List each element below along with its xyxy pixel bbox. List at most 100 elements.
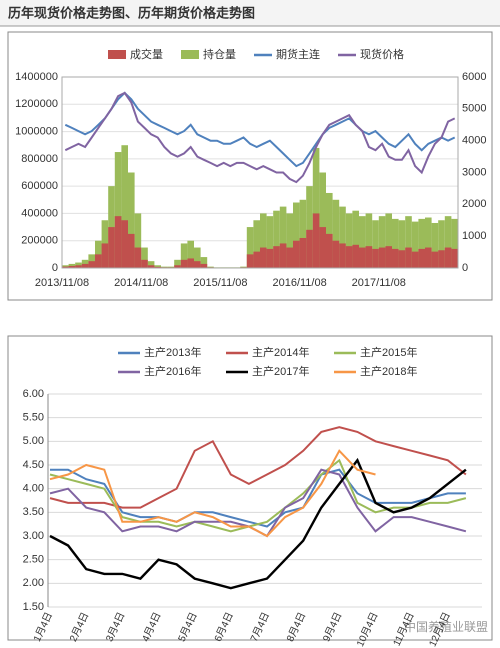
y-tick-label: 600000 xyxy=(21,180,58,192)
y2-tick-label: 4000 xyxy=(462,135,486,147)
bar xyxy=(134,213,142,268)
bar xyxy=(411,251,419,268)
bar xyxy=(246,227,254,268)
bar xyxy=(273,246,280,268)
y-tick-label: 5.00 xyxy=(23,435,44,447)
y2-tick-label: 3000 xyxy=(462,166,486,178)
bar xyxy=(392,248,399,268)
bar xyxy=(128,172,135,268)
bar xyxy=(200,257,208,268)
x-tick-label: 2013/11/08 xyxy=(35,277,89,289)
x-tick-label: 2016/11/08 xyxy=(272,277,326,289)
bar xyxy=(451,218,458,268)
bar xyxy=(345,213,353,268)
bar xyxy=(392,218,399,268)
bar xyxy=(128,233,135,268)
y-tick-label: 400000 xyxy=(21,207,58,219)
header-bar xyxy=(0,0,500,26)
panel-2 xyxy=(7,335,493,641)
bar xyxy=(253,251,260,268)
legend-label: 主产2018年 xyxy=(360,364,417,378)
bar xyxy=(141,247,148,268)
bar xyxy=(279,243,287,268)
bar xyxy=(326,233,333,268)
bar xyxy=(398,250,406,268)
bar xyxy=(378,216,386,268)
bar xyxy=(293,202,300,268)
legend-label: 主产2017年 xyxy=(252,364,309,378)
x-tick-label: 3月4日 xyxy=(103,610,127,643)
bar xyxy=(339,206,346,268)
bar xyxy=(253,220,260,268)
bar xyxy=(147,261,155,268)
legend-swatch xyxy=(181,50,199,59)
bar xyxy=(372,248,379,268)
bar xyxy=(121,220,128,268)
y-tick-label: 1.50 xyxy=(23,601,44,613)
bar xyxy=(332,240,340,268)
series-line xyxy=(64,91,456,168)
bar xyxy=(174,259,181,268)
plot-frame xyxy=(61,76,459,269)
bar xyxy=(438,250,445,268)
legend-label: 成交量 xyxy=(130,47,163,61)
bar xyxy=(273,210,280,268)
x-tick-label: 9月4日 xyxy=(320,610,344,643)
series-line xyxy=(49,426,467,509)
bar xyxy=(180,243,188,268)
bar xyxy=(246,254,254,268)
y-tick-label: 800000 xyxy=(21,153,58,165)
bar xyxy=(194,261,201,268)
bar xyxy=(345,246,353,268)
bar xyxy=(451,248,458,268)
series-line xyxy=(49,449,376,538)
bar xyxy=(293,240,300,268)
legend-label: 期货主连 xyxy=(276,47,320,61)
x-tick-label: 8月4日 xyxy=(284,610,308,643)
bar xyxy=(319,172,326,268)
x-tick-label: 7月4日 xyxy=(248,610,272,643)
y2-tick-label: 0 xyxy=(462,262,468,274)
x-tick-label: 1月4日 xyxy=(31,610,55,643)
y-tick-label: 200000 xyxy=(21,235,58,247)
y-tick-label: 3.00 xyxy=(23,530,44,542)
bar xyxy=(339,243,346,268)
x-tick-label: 10月4日 xyxy=(354,610,380,648)
y-tick-label: 6.00 xyxy=(23,388,44,400)
bar xyxy=(154,266,161,268)
bar xyxy=(134,247,142,268)
bar xyxy=(266,216,274,268)
y-tick-label: 2.50 xyxy=(23,554,44,566)
x-tick-label: 2017/11/08 xyxy=(352,277,406,289)
x-tick-label: 2月4日 xyxy=(67,610,91,643)
x-tick-label: 6月4日 xyxy=(212,610,236,643)
bar xyxy=(332,199,340,268)
bar xyxy=(101,243,109,268)
legend-label: 持仓量 xyxy=(203,47,236,61)
bar xyxy=(306,186,313,268)
bar xyxy=(319,227,326,268)
bar xyxy=(187,240,194,268)
bar xyxy=(88,261,95,268)
x-tick-label: 2015/11/08 xyxy=(193,277,247,289)
bar xyxy=(299,199,307,268)
bar xyxy=(425,247,432,268)
bar xyxy=(81,263,89,268)
bar xyxy=(352,244,359,268)
bar xyxy=(108,227,115,268)
bar xyxy=(279,206,287,268)
bar xyxy=(405,247,412,268)
y-tick-label: 0 xyxy=(52,262,58,274)
bar xyxy=(418,218,425,268)
bar xyxy=(200,263,208,268)
bar xyxy=(180,259,188,268)
y-tick-label: 4.00 xyxy=(23,483,44,495)
y-tick-label: 5.50 xyxy=(23,412,44,424)
bar xyxy=(312,213,320,268)
bar xyxy=(174,265,181,268)
legend-label: 主产2013年 xyxy=(144,345,201,359)
bar xyxy=(154,265,161,268)
y-tick-label: 2.00 xyxy=(23,577,44,589)
bar xyxy=(286,213,293,268)
bar xyxy=(62,266,69,268)
